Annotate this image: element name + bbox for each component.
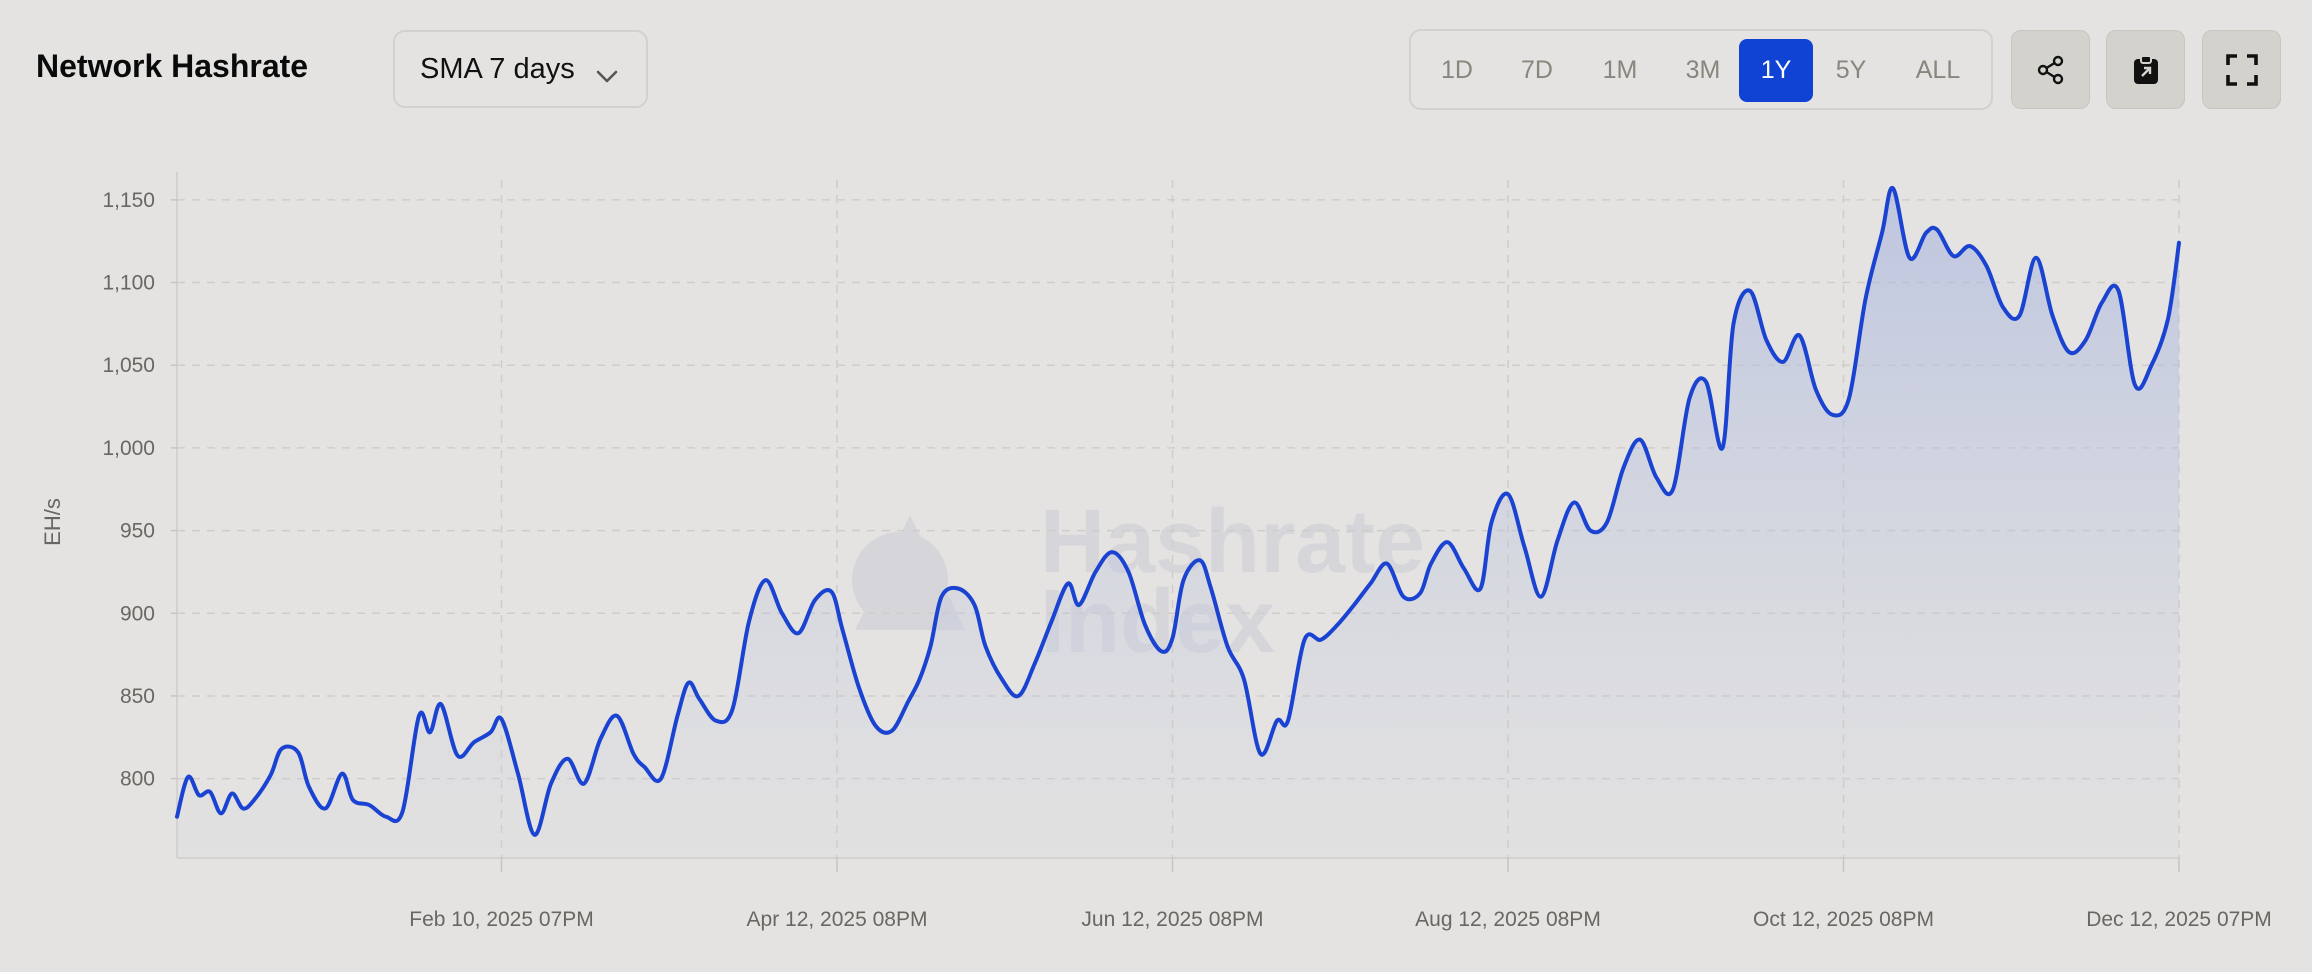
range-button-5y[interactable]: 5Y [1835,56,1867,84]
series-area [177,187,2179,859]
chevron-down-icon [596,59,618,92]
x-tick-label: Jun 12, 2025 08PM [1081,908,1263,931]
range-button-1y[interactable]: 1Y [1739,39,1813,102]
page-title: Network Hashrate [36,48,309,84]
y-tick-label: 1,050 [102,354,155,377]
clipboard-button[interactable] [2106,30,2185,109]
share-button[interactable] [2011,30,2090,109]
y-tick-label: 800 [120,768,155,791]
share-icon [2037,55,2063,84]
series-line [175,186,2181,837]
y-tick-label: 950 [120,520,155,543]
fullscreen-button[interactable] [2202,30,2281,109]
smoothing-select[interactable]: SMA 7 days [393,30,648,108]
fullscreen-icon [2225,53,2258,86]
smoothing-select-value: SMA 7 days [420,52,575,85]
y-tick-label: 1,000 [102,437,155,460]
x-tick-label: Oct 12, 2025 08PM [1753,908,1934,931]
range-selector: 1D 7D 1M 3M 1Y 5Y ALL [1409,29,1993,110]
range-button-all[interactable]: ALL [1915,56,1961,84]
x-tick-label: Aug 12, 2025 08PM [1415,908,1601,931]
range-button-3m[interactable]: 3M [1685,56,1721,84]
y-axis-label: EH/s [40,498,65,546]
x-tick-label: Apr 12, 2025 08PM [747,908,928,931]
range-button-1m[interactable]: 1M [1602,56,1638,84]
y-tick-label: 850 [120,685,155,708]
x-tick-label: Feb 10, 2025 07PM [409,908,593,931]
x-tick-label: Dec 12, 2025 07PM [2086,908,2272,931]
y-tick-label: 1,100 [102,272,155,295]
clipboard-icon [2133,54,2158,84]
y-tick-label: 900 [120,602,155,625]
range-button-7d[interactable]: 7D [1521,56,1553,84]
y-tick-label: 1,150 [102,189,155,212]
range-button-1d[interactable]: 1D [1441,56,1473,84]
